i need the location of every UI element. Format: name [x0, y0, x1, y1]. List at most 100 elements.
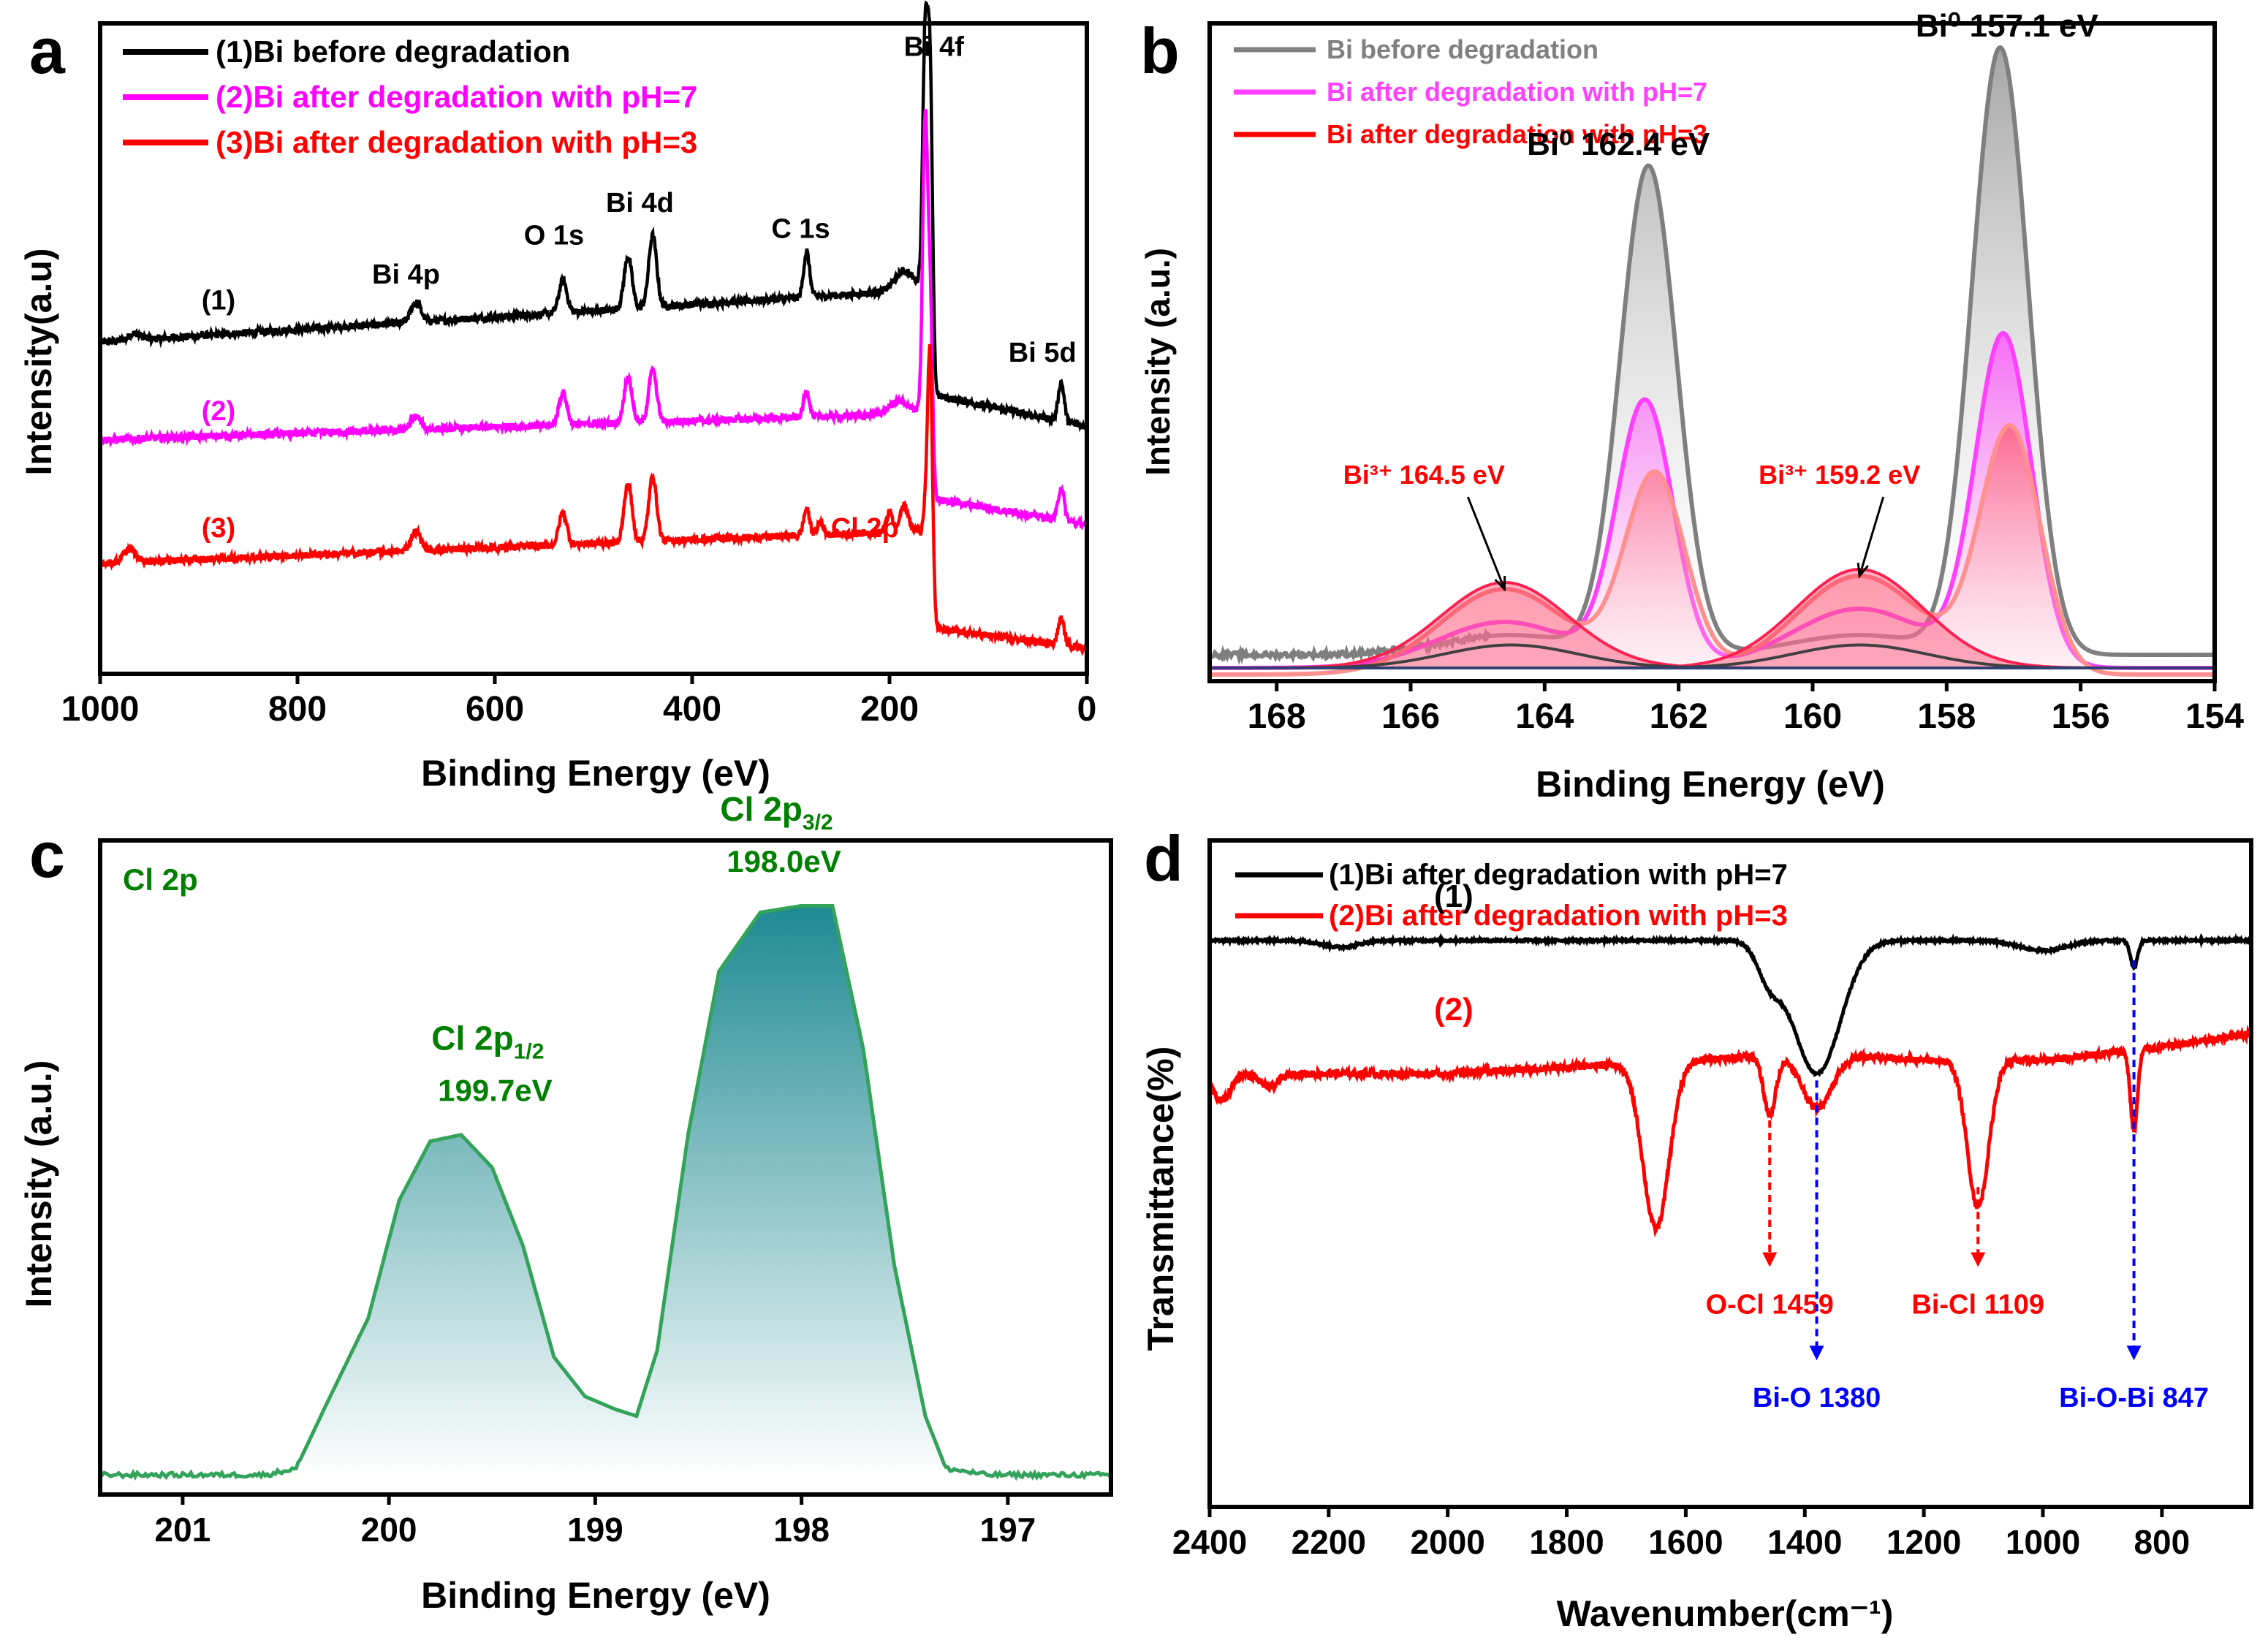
panel-c-chart: 201 200 199 198 197 Cl 2p1/2 199.7eV Cl 2p3/2 1… — [18, 790, 1113, 1616]
panel-c-ylabel: Intensity (a.u.) — [18, 1060, 59, 1308]
panel-a-ylabel: Intensity(a.u) — [18, 248, 59, 475]
panel-a-annotation: Bi 4p — [372, 259, 440, 290]
panel-b-xtick-label: 166 — [1381, 697, 1440, 736]
panel-d-frame — [1207, 838, 2253, 1509]
panel-b-area-3 — [1210, 425, 2215, 675]
panel-d-xtick-label: 2400 — [1172, 1523, 1247, 1561]
panel-a-annotation: Bi 5d — [1009, 338, 1077, 368]
panel-b-legend-label: Bi before degradation — [1327, 34, 1598, 64]
panel-c-peak-label: Cl 2p3/2 — [720, 790, 833, 835]
panel-letter-d: d — [1144, 822, 1183, 895]
panel-c-series — [99, 904, 1112, 1481]
panel-b-frame — [1207, 21, 2217, 683]
panel-a-xtick-label: 0 — [1077, 690, 1097, 729]
panel-a-xtick-label: 800 — [268, 690, 327, 729]
panel-d-annotation: Bi-O 1380 — [1753, 1383, 1881, 1413]
panel-b-annotation: Bi⁰ 157.1 eV — [1916, 8, 2099, 44]
panel-d-xtick-label: 800 — [2134, 1523, 2190, 1561]
panel-c-peak-value: 198.0eV — [727, 844, 841, 878]
panel-b-xtick-label: 162 — [1650, 697, 1708, 736]
panel-b-xtick-label: 168 — [1248, 697, 1306, 736]
panel-a-xtick-label: 1000 — [61, 690, 140, 729]
panel-a-xtick-label: 400 — [663, 690, 721, 729]
panel-b-annotation: Bi³⁺ 159.2 eV — [1759, 460, 1920, 490]
panel-a-frame — [98, 21, 1089, 676]
panel-d-legend: (1)Bi after degradation with pH=7 (2)Bi a… — [1235, 859, 1788, 932]
panel-d-annotation: (1) — [1434, 878, 1474, 914]
panel-a-xtick-label: 200 — [860, 690, 919, 729]
panel-a-chart: 1000 800 600 400 200 0 (1)Bi before degradati… — [18, 0, 1097, 794]
panel-b-area-1 — [1210, 48, 2215, 668]
panel-c-xtick-label: 199 — [567, 1511, 623, 1549]
panel-letter-c: c — [29, 819, 65, 891]
panel-d-xtick-label: 1800 — [1529, 1523, 1604, 1561]
panel-d-marker-arrowhead — [1971, 1252, 1986, 1267]
panel-c-peak-value: 199.7eV — [438, 1073, 552, 1107]
panel-c-area — [100, 905, 1111, 1478]
panel-b-xtick-label: 156 — [2052, 697, 2110, 736]
panel-b-annotation: Bi³⁺ 164.5 eV — [1343, 460, 1505, 490]
panel-a-annotation: Bi 4d — [606, 188, 674, 219]
panel-a-legend-label: (1)Bi before degradation — [216, 34, 570, 69]
panel-d-series-1 — [1208, 933, 2252, 1077]
panel-a-annotation: C 1s — [771, 214, 830, 245]
panel-a-annotation: (1) — [202, 286, 235, 316]
panel-a-series-3 — [98, 343, 1089, 657]
panel-d-marker-arrowhead — [2126, 1345, 2142, 1361]
panel-c-xlabel: Binding Energy (eV) — [421, 1575, 770, 1616]
panel-d-ylabel: Transmittance(%) — [1140, 1047, 1181, 1351]
panel-d-xtick-label: 2200 — [1292, 1523, 1366, 1561]
panel-d-marker-arrowhead — [1762, 1252, 1778, 1267]
panel-d-xtick-label: 1200 — [1886, 1523, 1961, 1561]
panel-a-annotation: Cl 2p — [831, 513, 899, 544]
panel-b-xlabel: Binding Energy (eV) — [1536, 764, 1885, 805]
panel-a-annotation: (3) — [202, 513, 235, 544]
panel-c-xtick-label: 200 — [361, 1511, 417, 1549]
panel-d-xtick-label: 1600 — [1648, 1523, 1723, 1561]
panel-b-chart: 168 166 164 162 160 158 156 154 Bi before degra… — [1139, 8, 2244, 805]
panel-a-xlabel: Binding Energy (eV) — [421, 753, 770, 794]
panel-b-arrow — [1466, 496, 1506, 590]
panel-d-chart: 2400 2200 2000 1800 1600 1400 1200 1000 800 (1)B… — [1140, 838, 2253, 1634]
panel-d-annotation: Bi-O-Bi 847 — [2059, 1383, 2209, 1413]
panel-a-legend-label: (3)Bi after degradation with pH=3 — [216, 125, 697, 159]
panel-b-ylabel: Intensity (a.u.) — [1139, 248, 1177, 476]
panel-c-frame — [98, 838, 1113, 1497]
panel-b-component-fill — [1210, 569, 2213, 668]
panel-b-xtick-label: 154 — [2185, 697, 2244, 736]
panel-b-legend-label: Bi after degradation with pH=3 — [1327, 119, 1707, 149]
panel-b-legend-label: Bi after degradation with pH=7 — [1327, 77, 1707, 107]
panel-a-xtick-label: 600 — [466, 690, 524, 729]
panel-b-legend: Bi before degradation Bi after degradatio… — [1234, 34, 1707, 149]
panel-b-arrowhead — [1857, 562, 1869, 579]
panel-d-xlabel: Wavenumber(cm⁻¹) — [1557, 1593, 1894, 1634]
panel-c-title: Cl 2p — [123, 862, 198, 897]
panel-b-series-3 — [1210, 422, 2214, 677]
panel-a-annotation: O 1s — [524, 221, 584, 251]
panel-b-annotation: Bi⁰ 162.4 eV — [1527, 126, 1710, 162]
panel-b-arrow — [1858, 496, 1885, 577]
panel-c-xtick-label: 198 — [773, 1511, 830, 1549]
panel-d-annotation: O-Cl 1459 — [1706, 1290, 1834, 1321]
panel-b-xtick-label: 164 — [1515, 697, 1574, 736]
panel-a-annotation: Bi 4f — [904, 32, 965, 63]
panel-c-peak-label: Cl 2p1/2 — [431, 1019, 544, 1063]
panel-a-legend-label: (2)Bi after degradation with pH=7 — [216, 80, 697, 114]
panel-d-legend-label: (1)Bi after degradation with pH=7 — [1329, 859, 1788, 891]
panel-a-series-2 — [99, 109, 1089, 531]
panel-c-xtick-label: 201 — [155, 1511, 211, 1549]
panel-a-annotation: (2) — [202, 396, 235, 427]
panel-letter-b: b — [1140, 15, 1180, 87]
panel-d-marker-arrowhead — [1809, 1345, 1824, 1361]
panel-letter-a: a — [29, 15, 66, 87]
panel-d-series-2 — [1207, 1024, 2253, 1238]
panel-d-annotation: (2) — [1434, 992, 1474, 1028]
panel-d-xtick-label: 1400 — [1767, 1523, 1842, 1561]
panel-b-arrowhead — [1494, 575, 1506, 592]
panel-c-xtick-label: 197 — [980, 1511, 1036, 1549]
panel-d-legend-label: (2)Bi after degradation with pH=3 — [1329, 900, 1788, 932]
panel-b-xtick-label: 158 — [1917, 697, 1976, 736]
panel-d-xtick-label: 2000 — [1411, 1523, 1485, 1561]
panel-d-annotation: Bi-Cl 1109 — [1911, 1290, 2044, 1321]
